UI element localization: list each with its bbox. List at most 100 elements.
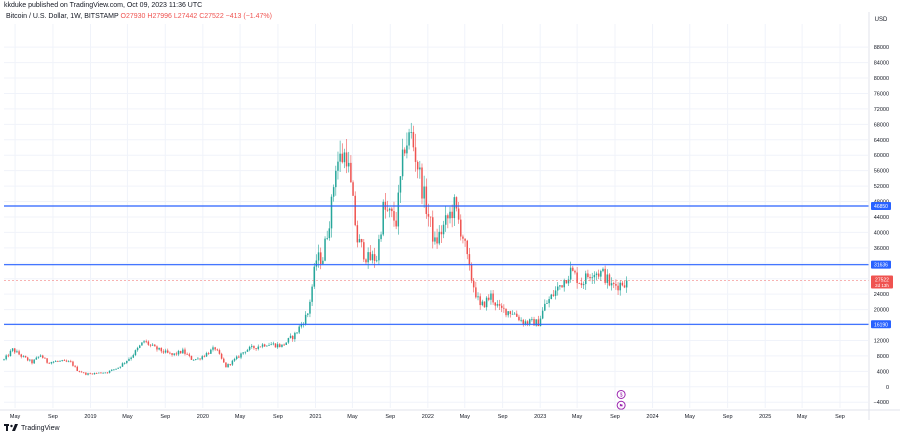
candle-body bbox=[309, 301, 311, 314]
line-price-badge bbox=[871, 320, 891, 329]
candle-body bbox=[259, 346, 262, 348]
candle-body bbox=[138, 345, 141, 348]
candle-body bbox=[311, 286, 313, 302]
y-tick-label: 52000 bbox=[874, 184, 889, 190]
candle-body bbox=[498, 304, 501, 306]
candle-body bbox=[186, 353, 188, 355]
candle-body bbox=[149, 344, 152, 346]
x-tick-label: 2022 bbox=[422, 414, 434, 420]
y-tick-label: 36000 bbox=[874, 246, 889, 252]
candle-body bbox=[509, 311, 512, 314]
published-by-text: kkduke published on TradingView.com, Oct… bbox=[4, 2, 203, 9]
candle-body bbox=[255, 348, 257, 349]
candle-body bbox=[3, 359, 5, 361]
candle-body bbox=[589, 276, 591, 279]
x-tick-label: Sep bbox=[723, 414, 733, 420]
x-tick-label: Sep bbox=[385, 414, 395, 420]
candle-body bbox=[313, 266, 316, 287]
y-tick-label: 68000 bbox=[874, 122, 889, 128]
currency-label: USD bbox=[875, 17, 888, 23]
candle-body bbox=[123, 362, 126, 364]
candle-body bbox=[399, 176, 402, 193]
candle-body bbox=[548, 299, 550, 304]
x-tick-label: Sep bbox=[498, 414, 508, 420]
candle-body bbox=[561, 285, 563, 288]
candle-body bbox=[173, 353, 175, 355]
candle-body bbox=[623, 285, 626, 288]
candle-body bbox=[85, 372, 87, 375]
candle-body bbox=[266, 345, 268, 347]
candle-body bbox=[369, 252, 372, 261]
candle-body bbox=[475, 287, 477, 298]
candle-body bbox=[337, 161, 339, 171]
x-tick-label: May bbox=[10, 414, 21, 420]
candle-body bbox=[26, 357, 29, 361]
candle-body bbox=[283, 344, 285, 346]
candle-body bbox=[160, 347, 163, 352]
candle-body bbox=[565, 280, 568, 284]
candle-body bbox=[447, 215, 449, 219]
candle-body bbox=[227, 364, 229, 368]
candle-body bbox=[358, 239, 361, 243]
candle-body bbox=[179, 350, 182, 354]
candle-body bbox=[464, 238, 466, 241]
last-price-label: 27522 bbox=[875, 278, 889, 284]
candle-body bbox=[580, 283, 583, 286]
candle-body bbox=[554, 290, 557, 296]
candle-body bbox=[569, 267, 572, 280]
candle-body bbox=[354, 195, 356, 226]
candle-body bbox=[22, 355, 25, 357]
candle-body bbox=[584, 273, 587, 285]
candle-body bbox=[608, 274, 611, 286]
x-tick-label: 2024 bbox=[646, 414, 658, 420]
candle-body bbox=[347, 162, 350, 167]
candle-body bbox=[35, 357, 38, 360]
candle-body bbox=[326, 238, 328, 239]
candle-body bbox=[615, 284, 617, 286]
candle-body bbox=[494, 302, 497, 306]
last-price-badge bbox=[871, 275, 893, 289]
candle-body bbox=[533, 319, 535, 326]
candle-body bbox=[235, 356, 238, 359]
tradingview-brand: TradingView bbox=[21, 424, 60, 432]
candle-body bbox=[537, 319, 540, 327]
candle-body bbox=[268, 344, 270, 346]
candle-body bbox=[481, 301, 484, 306]
candle-body bbox=[61, 360, 63, 361]
candle-body bbox=[171, 353, 173, 355]
candle-body bbox=[578, 283, 581, 284]
candle-body bbox=[436, 237, 438, 244]
candle-body bbox=[281, 344, 283, 347]
candle-body bbox=[541, 310, 544, 319]
candle-body bbox=[410, 132, 412, 133]
event-marker-glyph: ⚑ bbox=[619, 403, 623, 409]
candle-body bbox=[257, 346, 259, 349]
candle-body bbox=[223, 358, 225, 363]
x-tick-label: 2025 bbox=[759, 414, 771, 420]
candle-body bbox=[335, 170, 337, 188]
candle-body bbox=[330, 196, 333, 229]
candle-body bbox=[188, 354, 191, 356]
candle-body bbox=[291, 335, 294, 340]
candle-body bbox=[11, 348, 14, 351]
candle-body bbox=[128, 358, 130, 361]
candle-body bbox=[451, 211, 453, 219]
x-tick-label: 2023 bbox=[534, 414, 546, 420]
candle-body bbox=[434, 237, 436, 242]
candle-body bbox=[117, 367, 119, 369]
candle-body bbox=[7, 355, 10, 357]
candle-body bbox=[274, 343, 277, 348]
support-resistance-lines bbox=[4, 205, 869, 325]
candle-body bbox=[516, 313, 518, 317]
x-tick-label: Sep bbox=[273, 414, 283, 420]
y-tick-label: 64000 bbox=[874, 138, 889, 144]
candle-body bbox=[130, 357, 132, 359]
ohlc-low: L27442 bbox=[173, 13, 198, 20]
candle-body bbox=[136, 347, 139, 351]
candle-body bbox=[78, 371, 81, 372]
ohlc-close: C27522 bbox=[199, 13, 224, 20]
candle-body bbox=[5, 355, 7, 360]
candle-body bbox=[429, 216, 432, 218]
y-tick-label: 72000 bbox=[874, 107, 889, 113]
